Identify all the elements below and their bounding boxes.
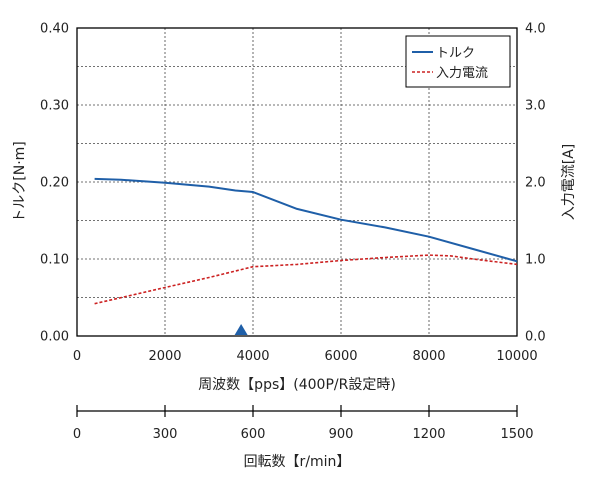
y2-tick-label: 4.0 xyxy=(525,22,546,37)
grid-lines xyxy=(77,28,517,336)
y-tick-label: 0.30 xyxy=(40,99,69,114)
legend-box xyxy=(405,35,511,88)
series-layer xyxy=(94,177,518,305)
x-tick-label: 4000 xyxy=(236,349,269,364)
x2-tick-label: 1200 xyxy=(412,427,445,442)
x2-tick-label: 900 xyxy=(329,427,354,442)
x-tick-label: 6000 xyxy=(324,349,357,364)
torque-series-line xyxy=(94,177,518,263)
secondary-x-axis: 0 300 600 900 1200 1500 回転数【r/min】 xyxy=(73,405,534,470)
x2-tick-label: 600 xyxy=(241,427,266,442)
y-tick-label: 0.20 xyxy=(40,176,69,191)
y-axis-title: トルク[N·m] xyxy=(12,141,28,222)
legend: トルク 入力電流 xyxy=(405,35,511,88)
x2-tick-label: 300 xyxy=(153,427,178,442)
x-axis-ticks: 0 2000 4000 6000 8000 10000 xyxy=(73,349,538,364)
right-y-axis-ticks: 0.0 1.0 2.0 3.0 4.0 xyxy=(525,22,546,345)
x2-tick-label: 0 xyxy=(73,427,81,442)
x2-axis-title: 回転数【r/min】 xyxy=(244,454,351,470)
left-y-axis-ticks: 0.00 0.10 0.20 0.30 0.40 xyxy=(40,22,69,345)
x-tick-label: 0 xyxy=(73,349,81,364)
y2-tick-label: 3.0 xyxy=(525,99,546,114)
y2-tick-label: 2.0 xyxy=(525,176,546,191)
x-axis-title: 周波数【pps】(400P/R設定時) xyxy=(198,377,396,393)
secondary-x-axis-ticks: 0 300 600 900 1200 1500 xyxy=(73,405,534,442)
x-tick-label: 8000 xyxy=(412,349,445,364)
plot-frame xyxy=(76,27,518,337)
y-tick-label: 0.10 xyxy=(40,253,69,268)
current-series-line xyxy=(94,254,518,305)
x2-tick-label: 1500 xyxy=(500,427,533,442)
y-tick-label: 0.40 xyxy=(40,22,69,37)
legend-label-torque: トルク xyxy=(436,46,475,61)
y-tick-label: 0.00 xyxy=(40,330,69,345)
marker-layer xyxy=(234,324,248,335)
x-tick-label: 2000 xyxy=(148,349,181,364)
x-tick-label: 10000 xyxy=(496,349,537,364)
y2-tick-label: 1.0 xyxy=(525,253,546,268)
legend-label-current: 入力電流 xyxy=(436,66,488,81)
operating-point-marker xyxy=(234,324,248,335)
y2-axis-title: 入力電流[A] xyxy=(561,144,577,221)
y2-tick-label: 0.0 xyxy=(525,330,546,345)
